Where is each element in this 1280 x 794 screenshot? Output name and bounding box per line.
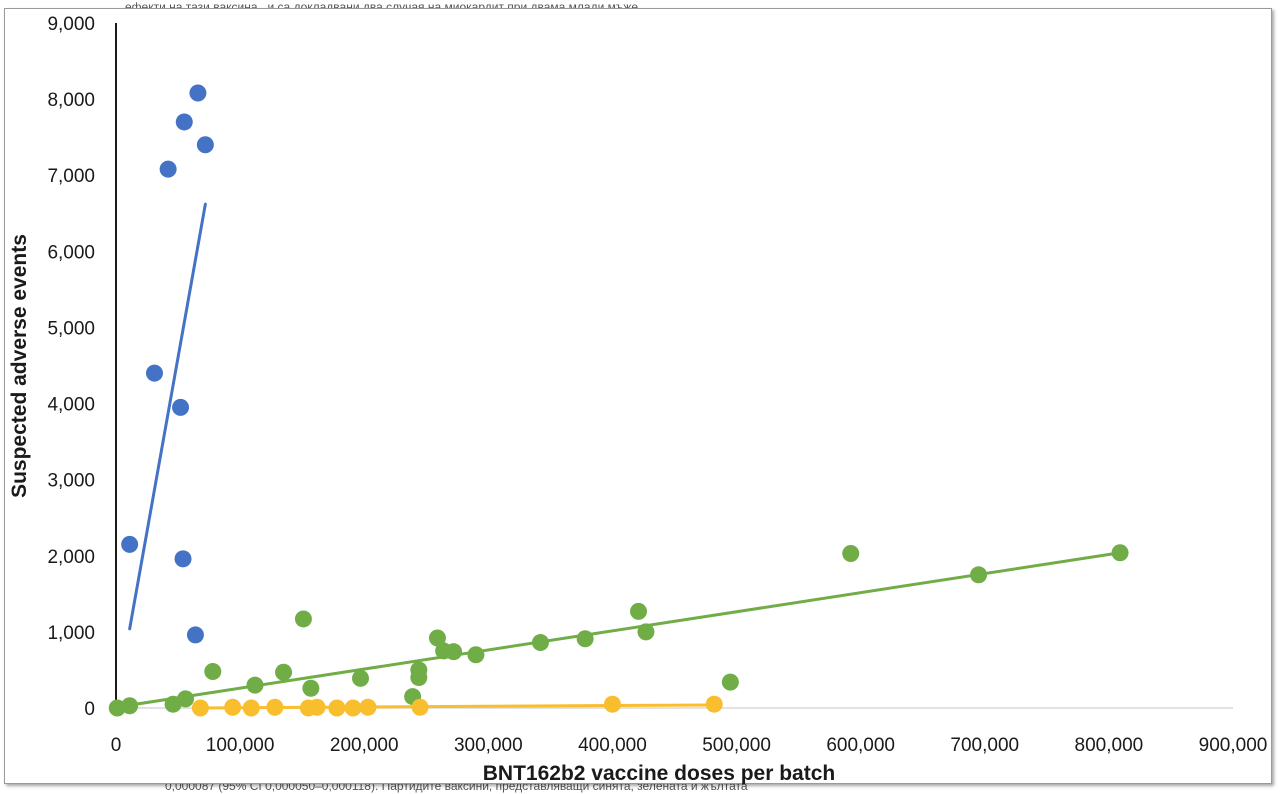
x-tick-label: 500,000 — [702, 735, 771, 756]
data-point — [467, 646, 485, 664]
data-point — [175, 113, 193, 131]
x-tick-label: 600,000 — [826, 735, 895, 756]
scatter-chart: 0 100,000 200,000 300,000 400,000 500,000 600,… — [8, 14, 1267, 785]
data-point — [196, 136, 214, 154]
data-point — [174, 550, 192, 568]
data-point — [145, 364, 163, 382]
x-tick-label: 900,000 — [1199, 735, 1268, 756]
y-tick-label: 0 — [84, 699, 95, 720]
trendline — [114, 551, 1122, 709]
data-point — [970, 566, 988, 584]
y-axis-title: Suspected adverse events — [8, 234, 31, 498]
data-point — [242, 699, 260, 717]
chart-axes — [115, 23, 1233, 709]
data-point — [603, 695, 621, 713]
trendline — [128, 202, 207, 631]
data-points — [108, 84, 1129, 717]
y-tick-label: 7,000 — [47, 166, 95, 187]
data-point — [410, 661, 428, 679]
trendline — [198, 703, 716, 710]
data-point — [177, 690, 195, 708]
y-tick-label: 2,000 — [47, 547, 95, 568]
data-point — [705, 695, 723, 713]
data-point — [294, 610, 312, 628]
data-point — [721, 673, 739, 691]
y-tick-label: 6,000 — [47, 242, 95, 263]
tick-labels: 0 100,000 200,000 300,000 400,000 500,000 600,… — [47, 14, 1267, 756]
trendlines — [114, 202, 1122, 710]
y-tick-label: 1,000 — [47, 623, 95, 644]
data-point — [191, 699, 209, 717]
data-point — [1111, 544, 1129, 562]
x-tick-label: 400,000 — [578, 735, 647, 756]
x-tick-label: 0 — [111, 735, 122, 756]
data-point — [842, 544, 860, 562]
data-point — [630, 602, 648, 620]
x-axis-title: BNT162b2 vaccine doses per batch — [483, 762, 835, 785]
data-point — [344, 699, 362, 717]
data-point — [411, 698, 429, 716]
data-point — [576, 630, 594, 648]
data-point — [189, 84, 207, 102]
x-tick-label: 300,000 — [454, 735, 523, 756]
data-point — [445, 643, 463, 661]
y-tick-label: 4,000 — [47, 395, 95, 416]
data-point — [224, 698, 242, 716]
x-tick-label: 700,000 — [950, 735, 1019, 756]
data-point — [275, 663, 293, 681]
x-tick-label: 800,000 — [1075, 735, 1144, 756]
data-point — [246, 676, 264, 694]
data-point — [328, 699, 346, 717]
data-point — [204, 662, 222, 680]
data-point — [428, 629, 446, 647]
data-point — [637, 623, 655, 641]
data-point — [172, 398, 190, 416]
data-point — [302, 679, 320, 697]
y-tick-label: 3,000 — [47, 471, 95, 492]
data-point — [121, 535, 139, 553]
data-point — [531, 634, 549, 652]
y-tick-label: 8,000 — [47, 90, 95, 111]
data-point — [308, 698, 326, 716]
y-tick-label: 5,000 — [47, 318, 95, 339]
chart-frame: 0 100,000 200,000 300,000 400,000 500,000 600,… — [4, 8, 1272, 785]
data-point — [186, 626, 204, 644]
x-tick-label: 200,000 — [330, 735, 399, 756]
y-tick-label: 9,000 — [47, 14, 95, 35]
data-point — [351, 669, 369, 687]
data-point — [359, 698, 377, 716]
data-point — [159, 160, 177, 178]
data-point — [121, 697, 139, 715]
data-point — [266, 698, 284, 716]
x-tick-label: 100,000 — [206, 735, 275, 756]
